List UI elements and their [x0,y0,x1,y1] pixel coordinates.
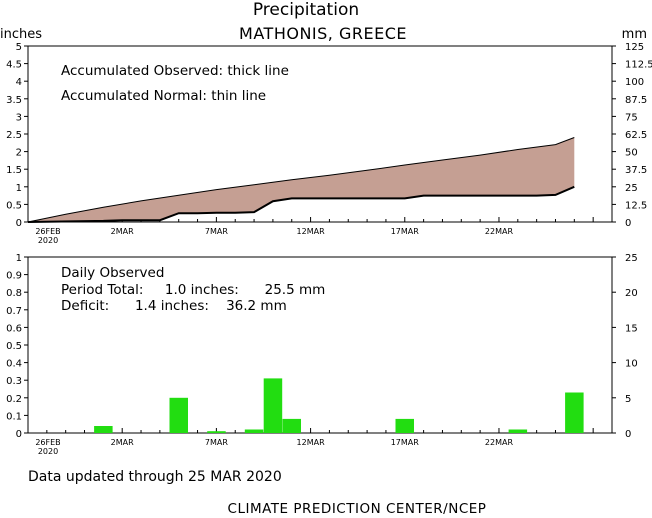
updated-text: Data updated through 25 MAR 2020 [28,469,282,485]
y-tick-label-mm: 5 [625,394,631,405]
y-tick-label-inches: 0.8 [6,288,22,299]
x-tick-label: 22MAR [485,438,514,447]
summary-note: Period Total: 1.0 inches: 25.5 mm [61,282,325,298]
x-tick-label: 2MAR [111,438,134,447]
y-tick-label-inches: 0.7 [6,306,22,317]
y-tick-label-mm: 15 [625,323,638,334]
y-tick-label-mm: 10 [625,359,638,370]
x-year-label: 2020 [38,236,58,245]
y-tick-label-mm: 25 [625,253,638,264]
y-tick-label-mm: 87.5 [625,95,647,106]
x-tick-label: 26FEB [35,227,60,236]
x-tick-label: 7MAR [205,227,228,236]
deficit-area [28,137,575,222]
x-tick-label: 22MAR [485,227,514,236]
y-tick-label-mm: 37.5 [625,165,647,176]
y-tick-label-inches: 2.5 [6,130,22,141]
y-tick-label-inches: 3 [16,112,22,123]
accumulated-panel: 00.511.522.533.544.55012.52537.55062.575… [6,42,652,245]
legend-note: Accumulated Observed: thick line [61,63,289,79]
normal-line [27,137,575,223]
legend-note: Accumulated Normal: thin line [61,88,266,104]
x-tick-label: 2MAR [111,227,134,236]
daily-bar [282,418,301,433]
y-tick-label-inches: 0.6 [6,323,22,334]
y-tick-label-mm: 112.5 [625,60,652,71]
y-tick-label-inches: 4 [16,77,22,88]
y-tick-label-mm: 100 [625,77,644,88]
daily-bar [395,418,414,433]
observed-line [27,185,575,223]
y-tick-label-mm: 20 [625,288,638,299]
x-tick-label: 17MAR [391,438,420,447]
y-tick-label-inches: 1 [16,183,22,194]
y-tick-label-mm: 0 [625,429,631,440]
y-tick-label-mm: 75 [625,112,638,123]
footer-text: CLIMATE PREDICTION CENTER/NCEP [228,501,487,517]
summary-note: Deficit: 1.4 inches: 36.2 mm [61,298,287,314]
y-tick-label-inches: 0.5 [6,200,22,211]
daily-bar [263,378,283,433]
daily-bar [508,429,528,433]
x-tick-label: 12MAR [297,227,326,236]
y-tick-label-inches: 1.5 [6,165,22,176]
y-tick-label-mm: 0 [625,218,631,229]
summary-note: Daily Observed [61,265,164,281]
x-tick-label: 26FEB [35,438,60,447]
left-unit-label: inches [0,27,42,42]
daily-bar [565,392,584,433]
daily-bar [94,426,113,433]
y-tick-label-inches: 2 [16,148,22,159]
chart-subtitle: MATHONIS, GREECE [239,24,407,43]
y-tick-label-inches: 4.5 [6,60,22,71]
y-tick-label-inches: 3.5 [6,95,22,106]
daily-bar [244,429,264,433]
y-tick-label-inches: 0 [16,218,22,229]
y-tick-label-inches: 0 [16,429,22,440]
daily-bar [207,431,226,433]
y-tick-label-mm: 62.5 [625,130,647,141]
y-tick-label-inches: 0.4 [6,359,22,370]
x-year-label: 2020 [38,447,58,456]
x-tick-label: 7MAR [205,438,228,447]
y-tick-label-inches: 1 [16,253,22,264]
y-tick-label-mm: 50 [625,148,638,159]
daily-panel: 00.10.20.30.40.50.60.70.80.9105101520252… [6,253,638,456]
x-tick-label: 17MAR [391,227,420,236]
y-tick-label-mm: 125 [625,42,644,53]
chart-title: Precipitation [253,0,359,20]
y-tick-label-inches: 0.9 [6,271,22,282]
right-unit-label: mm [622,27,647,42]
y-tick-label-inches: 0.5 [6,341,22,352]
y-tick-label-inches: 0.1 [6,411,22,422]
y-tick-label-mm: 25 [625,183,638,194]
y-tick-label-inches: 5 [16,42,22,53]
y-tick-label-mm: 12.5 [625,200,647,211]
y-tick-label-inches: 0.3 [6,376,22,387]
x-tick-label: 12MAR [297,438,326,447]
daily-bar [169,397,188,433]
y-tick-label-inches: 0.2 [6,394,22,405]
